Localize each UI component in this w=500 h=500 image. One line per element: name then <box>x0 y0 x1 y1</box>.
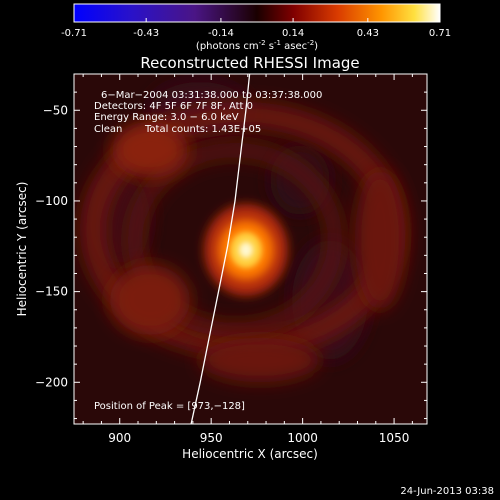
colorbar-units-label: (photons cm-2 s-1 asec-2) <box>196 39 318 52</box>
colorbar-ticks: -0.71 -0.43 -0.14 0.14 0.43 0.71 <box>61 18 451 39</box>
colorbar-tick-label: -0.71 <box>61 28 87 39</box>
x-tick-label: 1000 <box>287 431 318 445</box>
emission-patch <box>200 338 320 382</box>
emission-ring-inner <box>127 142 343 338</box>
y-tick-label: −200 <box>35 375 68 389</box>
plot-frame <box>73 73 428 425</box>
source-peak <box>239 242 253 258</box>
emission-patch <box>110 265 190 335</box>
y-tick-label: −100 <box>35 194 68 208</box>
colorbar-tick-label: -0.14 <box>208 28 234 39</box>
y-axis-ticks: −200 −150 −100 −50 <box>35 73 427 420</box>
image-area <box>74 74 427 424</box>
detectors-info: Detectors: 4F 5F 6F 7F 8F, Att 0 <box>94 101 253 112</box>
emission-patch <box>355 170 405 310</box>
colorbar-tick-label: 0.14 <box>282 28 304 39</box>
total-counts: Total counts: 1.43E+05 <box>144 124 261 135</box>
footer-timestamp: 24-Jun-2013 03:38 <box>400 486 494 497</box>
peak-position: Position of Peak = [973,−128] <box>94 401 245 412</box>
x-tick-label: 1050 <box>379 431 410 445</box>
colorbar-tick-label: 0.71 <box>429 28 451 39</box>
colorbar-tick-label: 0.43 <box>357 28 379 39</box>
x-axis-label: Heliocentric X (arcsec) <box>182 447 318 461</box>
x-tick-label: 900 <box>108 431 131 445</box>
colorbar <box>73 3 441 23</box>
solar-limb-curve <box>190 74 251 424</box>
observation-time-range: 6−Mar−2004 03:31:38.000 to 03:37:38.000 <box>101 90 322 101</box>
x-axis-ticks: 900 950 1000 1050 <box>82 74 413 445</box>
algorithm-label: Clean <box>94 124 122 135</box>
x-tick-label: 950 <box>200 431 223 445</box>
energy-range: Energy Range: 3.0 − 6.0 keV <box>94 112 239 123</box>
emission-patch <box>112 122 188 178</box>
y-axis-label: Heliocentric Y (arcsec) <box>15 182 29 317</box>
y-tick-label: −50 <box>43 103 68 117</box>
y-tick-label: −150 <box>35 285 68 299</box>
chart-title: Reconstructed RHESSI Image <box>140 54 359 72</box>
colorbar-tick-label: -0.43 <box>133 28 159 39</box>
